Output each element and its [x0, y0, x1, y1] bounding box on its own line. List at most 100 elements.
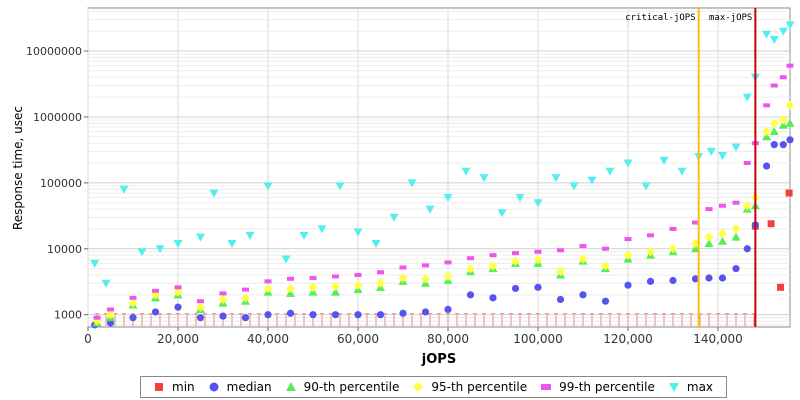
point-max [569, 182, 579, 191]
point-median [763, 162, 771, 170]
point-max [731, 143, 741, 152]
legend-swatch [209, 382, 219, 392]
point-median [196, 314, 205, 322]
legend-item: 99-th percentile [541, 380, 655, 394]
legend-swatch [285, 382, 296, 391]
point-95-th-percentile [623, 250, 633, 260]
point-95-th-percentile [353, 280, 363, 290]
point-median [489, 294, 497, 302]
point-95-th-percentile [578, 254, 588, 264]
point-median [646, 277, 655, 285]
point-max [641, 182, 651, 191]
point-99-th-percentile [309, 276, 317, 281]
point-99-th-percentile [444, 260, 452, 265]
point-max [173, 240, 183, 249]
point-90-th-percentile [718, 236, 727, 245]
y-axis-label: Response time, usec [11, 106, 25, 230]
point-median [174, 303, 182, 311]
point-99-th-percentile [557, 248, 564, 253]
point-99-th-percentile [129, 295, 137, 300]
point-max [742, 93, 752, 102]
point-max [497, 209, 507, 218]
point-max [196, 233, 205, 242]
point-median [286, 309, 295, 317]
point-median [399, 309, 407, 317]
point-95-th-percentile [241, 293, 250, 303]
point-90-th-percentile [785, 118, 795, 127]
point-median [691, 275, 700, 283]
point-95-th-percentile [646, 247, 655, 257]
legend-item: min [154, 380, 195, 394]
point-90-th-percentile [762, 132, 772, 141]
point-95-th-percentile [704, 232, 714, 242]
x-tick-label: 140,000 [693, 332, 743, 346]
point-95-th-percentile [718, 229, 727, 239]
point-min [777, 283, 785, 291]
point-95-th-percentile [196, 302, 205, 312]
x-axis-ticks: 0 20,000 40,000 60,000 80,000 100,000 120,000 1… [84, 327, 743, 346]
point-median [444, 305, 452, 314]
legend-label: 95-th percentile [431, 380, 528, 394]
point-min [785, 189, 793, 197]
point-95-th-percentile [421, 274, 430, 284]
point-max [263, 182, 273, 191]
point-99-th-percentile [763, 103, 771, 108]
point-max [533, 199, 543, 208]
point-max [677, 167, 687, 176]
point-max [443, 193, 453, 202]
point-max [101, 279, 111, 288]
y-axis-ticks: 1000 10000 100000 1000000 10000000 [26, 45, 88, 322]
point-99-th-percentile [705, 207, 713, 212]
legend-label: median [226, 380, 272, 394]
point-95-th-percentile [376, 278, 385, 288]
x-tick-label: 20,000 [157, 332, 199, 346]
point-max [762, 30, 772, 39]
point-99-th-percentile [354, 272, 362, 277]
point-90-th-percentile [769, 127, 779, 136]
point-99-th-percentile [332, 274, 339, 279]
point-median [466, 291, 475, 299]
point-median [779, 141, 787, 149]
point-99-th-percentile [242, 287, 249, 292]
point-99-th-percentile [197, 299, 204, 304]
point-median [705, 274, 713, 282]
y-tick-label: 1000000 [33, 111, 82, 124]
point-99-th-percentile [377, 270, 384, 275]
legend-label: max [686, 380, 714, 394]
point-median [579, 291, 587, 299]
point-90-th-percentile [704, 239, 714, 248]
point-95-th-percentile [128, 298, 138, 308]
x-tick-label: 120,000 [603, 332, 653, 346]
point-median [743, 245, 751, 253]
point-95-th-percentile [556, 267, 565, 277]
point-max [155, 245, 165, 254]
legend-swatch [413, 382, 424, 392]
point-99-th-percentile [287, 276, 294, 281]
point-max [769, 35, 779, 44]
x-tick-label: 80,000 [427, 332, 469, 346]
point-max [209, 189, 219, 198]
point-99-th-percentile [219, 291, 227, 296]
point-99-th-percentile [732, 200, 740, 205]
point-max [245, 231, 255, 240]
plot-area [87, 7, 791, 328]
point-95-th-percentile [769, 118, 779, 128]
y-tick-label: 100000 [40, 177, 82, 190]
point-95-th-percentile [668, 244, 678, 254]
legend-swatch [541, 384, 552, 390]
point-99-th-percentile [602, 246, 609, 251]
point-max [227, 240, 237, 249]
point-max [299, 231, 309, 240]
point-95-th-percentile [466, 264, 475, 274]
point-99-th-percentile [743, 161, 751, 166]
point-max [425, 205, 435, 214]
point-90-th-percentile [778, 120, 788, 129]
y-tick-label: 1000 [54, 309, 82, 322]
point-99-th-percentile [467, 256, 474, 261]
point-max [605, 167, 615, 176]
point-95-th-percentile [533, 255, 543, 265]
point-max [659, 156, 669, 165]
point-99-th-percentile [264, 279, 272, 284]
point-max [461, 167, 471, 176]
